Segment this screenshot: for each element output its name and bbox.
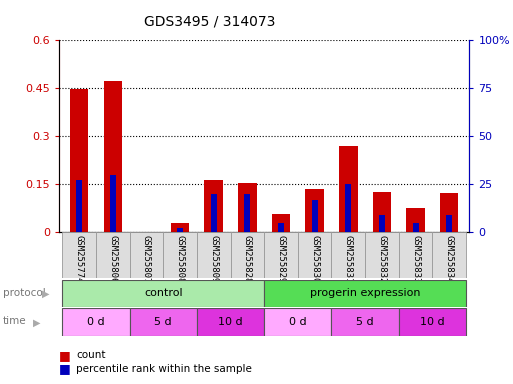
- Bar: [205, 180, 223, 232]
- Text: GDS3495 / 314073: GDS3495 / 314073: [144, 15, 275, 28]
- Bar: [264, 308, 331, 336]
- Bar: [130, 308, 197, 336]
- Bar: [63, 308, 130, 336]
- Text: GSM255830: GSM255830: [310, 235, 319, 283]
- Bar: [211, 194, 217, 232]
- Text: GSM255834: GSM255834: [445, 235, 453, 283]
- Bar: [238, 183, 256, 232]
- Text: progerin expression: progerin expression: [310, 288, 420, 298]
- Bar: [372, 192, 391, 232]
- Text: ▶: ▶: [42, 289, 50, 299]
- Text: GSM255808: GSM255808: [175, 235, 185, 283]
- Bar: [379, 215, 385, 232]
- Bar: [130, 232, 163, 278]
- Bar: [278, 223, 284, 232]
- Text: GSM255829: GSM255829: [277, 235, 286, 283]
- Bar: [399, 232, 432, 278]
- Bar: [331, 308, 399, 336]
- Bar: [63, 232, 96, 278]
- Bar: [446, 215, 452, 232]
- Text: ▶: ▶: [33, 318, 41, 328]
- Bar: [163, 232, 197, 278]
- Text: GSM255774: GSM255774: [75, 235, 84, 283]
- Bar: [345, 184, 351, 232]
- Text: 5 d: 5 d: [357, 317, 374, 327]
- Bar: [63, 280, 264, 307]
- Bar: [298, 232, 331, 278]
- Text: 10 d: 10 d: [218, 317, 243, 327]
- Bar: [264, 232, 298, 278]
- Text: 0 d: 0 d: [87, 317, 105, 327]
- Text: GSM255807: GSM255807: [142, 235, 151, 283]
- Bar: [412, 223, 419, 232]
- Bar: [104, 81, 122, 232]
- Text: count: count: [76, 350, 106, 360]
- Bar: [197, 308, 264, 336]
- Bar: [197, 232, 230, 278]
- Bar: [365, 232, 399, 278]
- Text: GSM255832: GSM255832: [378, 235, 386, 283]
- Text: GSM255831: GSM255831: [344, 235, 353, 283]
- Bar: [406, 208, 425, 232]
- Bar: [311, 200, 318, 232]
- Bar: [177, 228, 183, 232]
- Text: 0 d: 0 d: [289, 317, 307, 327]
- Text: ■: ■: [59, 349, 71, 362]
- Text: GSM255809: GSM255809: [209, 235, 218, 283]
- Text: ■: ■: [59, 362, 71, 375]
- Bar: [96, 232, 130, 278]
- Bar: [440, 193, 459, 232]
- Bar: [171, 223, 189, 232]
- Text: protocol: protocol: [3, 288, 45, 298]
- Bar: [230, 232, 264, 278]
- Text: percentile rank within the sample: percentile rank within the sample: [76, 364, 252, 374]
- Text: GSM255833: GSM255833: [411, 235, 420, 283]
- Bar: [76, 180, 82, 232]
- Bar: [70, 89, 88, 232]
- Bar: [264, 280, 466, 307]
- Text: GSM255828: GSM255828: [243, 235, 252, 283]
- Text: 10 d: 10 d: [420, 317, 445, 327]
- Bar: [399, 308, 466, 336]
- Bar: [331, 232, 365, 278]
- Text: control: control: [144, 288, 183, 298]
- Bar: [110, 175, 116, 232]
- Text: time: time: [3, 316, 26, 326]
- Bar: [244, 194, 250, 232]
- Text: 5 d: 5 d: [154, 317, 172, 327]
- Text: GSM255806: GSM255806: [108, 235, 117, 283]
- Bar: [305, 189, 324, 232]
- Bar: [339, 146, 358, 232]
- Bar: [432, 232, 466, 278]
- Bar: [272, 214, 290, 232]
